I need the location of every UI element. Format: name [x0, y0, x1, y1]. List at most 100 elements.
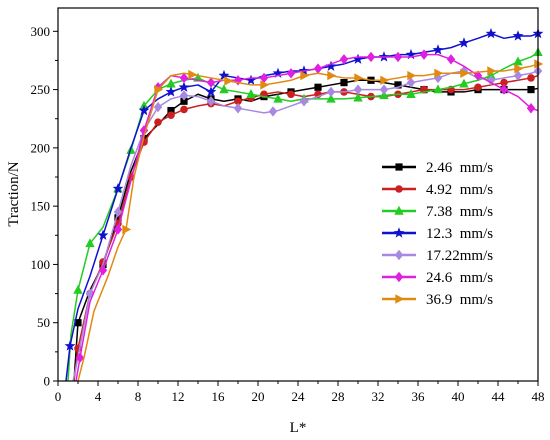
data-point: [178, 81, 190, 92]
data-point: [353, 84, 363, 95]
data-point: [353, 92, 363, 102]
data-point: [273, 93, 283, 103]
data-point: [407, 70, 417, 81]
data-point: [206, 96, 216, 107]
data-point: [460, 68, 470, 78]
data-point: [393, 51, 403, 63]
data-point: [85, 238, 95, 248]
data-point: [260, 80, 270, 90]
y-tick-label: 150: [31, 199, 51, 214]
data-point: [339, 54, 349, 65]
legend-label: 4.92 mm/s: [426, 182, 493, 198]
y-tick-label: 250: [31, 82, 51, 97]
legend-marker: [394, 249, 404, 261]
data-point: [458, 37, 470, 48]
data-point: [219, 84, 229, 94]
legend-item: 7.38 mm/s: [382, 204, 493, 220]
data-point: [486, 75, 496, 86]
data-point: [513, 56, 523, 66]
data-point: [299, 96, 309, 107]
data-point: [432, 44, 444, 55]
data-point: [113, 206, 123, 218]
legend-marker: [394, 205, 404, 215]
legend-marker: [395, 294, 405, 304]
data-point: [166, 78, 176, 88]
legend-label: 12.3 mm/s: [426, 226, 493, 242]
data-point: [224, 76, 234, 86]
legend: 2.46 mm/s 4.92 mm/s 7.38 mm/s 12.3 mm/s 17.2…: [382, 160, 493, 308]
data-point: [459, 78, 469, 88]
x-tick-label: 24: [292, 389, 306, 404]
data-point: [188, 69, 198, 80]
data-point: [406, 77, 416, 88]
data-point: [486, 70, 496, 80]
data-point: [97, 229, 109, 240]
legend-item: 36.9 mm/s: [382, 292, 493, 308]
data-point: [487, 66, 497, 76]
data-point: [527, 74, 535, 82]
x-axis: 0 4 8 12 16 20 24 28 32 36 40 44 48: [55, 381, 545, 404]
data-point: [405, 48, 417, 60]
x-tick-label: 36: [412, 389, 426, 404]
data-point: [153, 101, 163, 113]
data-point: [75, 352, 85, 363]
data-point: [434, 68, 444, 78]
data-point: [534, 59, 544, 69]
data-point: [326, 93, 336, 103]
data-point: [167, 106, 175, 115]
data-point: [379, 84, 389, 95]
legend-marker: [393, 227, 405, 238]
series-7: [77, 59, 544, 382]
data-point: [113, 224, 123, 235]
data-point: [527, 85, 535, 94]
x-tick-label: 8: [135, 389, 142, 404]
x-tick-label: 0: [55, 389, 62, 404]
data-point: [500, 78, 508, 87]
data-point: [234, 97, 242, 106]
data-point: [179, 90, 189, 101]
data-point: [340, 79, 348, 87]
data-point: [179, 72, 189, 84]
data-point: [419, 49, 429, 60]
data-point: [139, 125, 149, 136]
series-layer: [64, 27, 544, 382]
legend-label: 7.38 mm/s: [426, 204, 493, 220]
x-tick-label: 40: [452, 389, 465, 404]
data-point: [64, 340, 76, 351]
data-point: [406, 89, 416, 98]
data-point: [286, 68, 296, 79]
data-point: [327, 70, 337, 81]
y-tick-label: 100: [31, 257, 51, 272]
series-6: [75, 49, 539, 382]
x-tick-label: 12: [172, 389, 185, 404]
data-point: [74, 319, 82, 327]
data-point: [366, 51, 376, 63]
data-point: [259, 72, 269, 84]
data-point: [300, 70, 310, 81]
data-point: [352, 53, 364, 64]
data-point: [122, 224, 132, 235]
data-point: [325, 60, 337, 71]
x-tick-label: 20: [252, 389, 265, 404]
data-point: [233, 75, 243, 86]
data-point: [474, 83, 482, 92]
data-point: [246, 89, 256, 98]
legend-label: 24.6 mm/s: [426, 270, 493, 286]
data-point: [526, 103, 536, 114]
legend-item: 4.92 mm/s: [382, 182, 493, 198]
data-point: [514, 63, 524, 74]
data-point: [354, 73, 364, 83]
data-point: [245, 74, 257, 85]
legend-item: 17.22mm/s: [382, 248, 493, 264]
x-tick-label: 32: [372, 389, 385, 404]
y-tick-label: 50: [37, 315, 50, 330]
data-point: [180, 97, 188, 105]
data-point: [165, 86, 177, 97]
data-point: [167, 111, 175, 120]
y-tick-label: 200: [31, 140, 51, 155]
data-point: [73, 284, 83, 294]
data-point: [394, 81, 402, 89]
data-point: [205, 86, 217, 97]
data-point: [206, 77, 216, 88]
